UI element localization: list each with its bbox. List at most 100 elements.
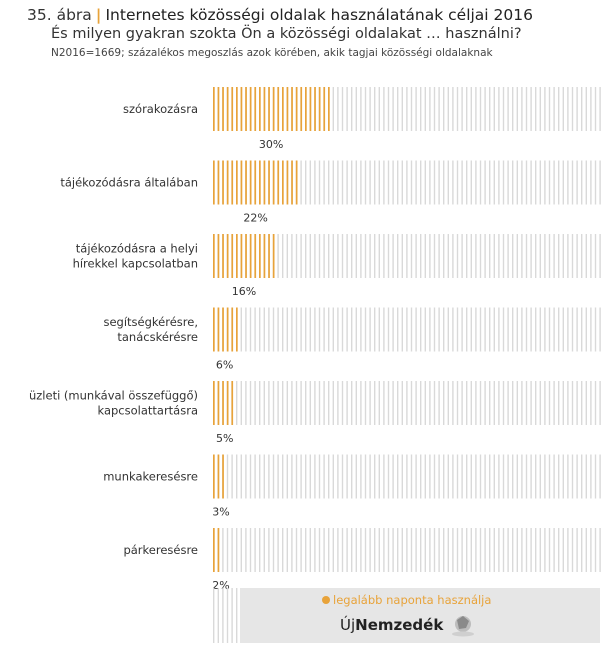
track-stripe [443, 160, 445, 205]
track-stripe [387, 160, 390, 205]
track-stripe [291, 381, 293, 425]
bar-stripe [226, 307, 229, 352]
track-stripe [222, 528, 224, 572]
bar-stripe [254, 87, 257, 131]
track-stripe [558, 528, 560, 572]
track-stripe [401, 234, 403, 278]
track-stripe [544, 307, 546, 352]
bar-stripe [236, 160, 238, 205]
track-stripe [599, 234, 601, 278]
track-stripe [507, 160, 509, 205]
track-stripe [392, 381, 394, 425]
track-stripe [286, 454, 288, 499]
track-stripe [415, 234, 417, 278]
track-stripe [502, 454, 505, 499]
track-stripe [479, 87, 482, 131]
track-stripe [406, 381, 408, 425]
bar-stripe [222, 87, 224, 131]
track-stripe [314, 160, 316, 205]
bar-stripe [277, 160, 280, 205]
track-stripe [383, 454, 385, 499]
bar-stripe [226, 381, 229, 425]
track-stripe [429, 454, 431, 499]
bar [213, 87, 330, 131]
track-stripe [447, 87, 449, 131]
track-stripe [392, 528, 394, 572]
bar-stripe [213, 87, 215, 131]
track-stripe [355, 381, 357, 425]
track-stripe [438, 381, 440, 425]
track-stripe [498, 234, 500, 278]
track-stripe [277, 381, 279, 425]
track-stripe [314, 234, 316, 278]
track-stripe [397, 528, 399, 572]
track-stripe [374, 307, 376, 352]
bar-stripe [217, 381, 220, 425]
track-stripe [594, 87, 597, 131]
track-stripe [447, 381, 449, 425]
track-stripe [433, 454, 436, 499]
track-stripe [475, 454, 477, 499]
track-stripe [594, 528, 597, 572]
bar-stripe [309, 87, 312, 131]
track-stripe [309, 381, 311, 425]
track-stripe [530, 381, 532, 425]
track-stripe [309, 454, 311, 499]
track-stripe [323, 381, 325, 425]
legend-stripe [213, 588, 215, 643]
track-stripe [351, 307, 353, 352]
track-stripe [369, 87, 371, 131]
track-stripe [360, 87, 362, 131]
bar-stripe [291, 87, 293, 131]
track-stripe [548, 234, 551, 278]
bar [213, 528, 220, 572]
track-stripe [470, 234, 472, 278]
track-stripe [516, 160, 518, 205]
track-stripe [309, 307, 311, 352]
track-stripe [226, 454, 229, 499]
track-stripe [438, 160, 440, 205]
track-stripe [581, 528, 583, 572]
track-stripe [328, 160, 330, 205]
track-stripe [355, 160, 357, 205]
track-stripe [498, 307, 500, 352]
track-stripe [282, 381, 284, 425]
bar-stripe [272, 160, 275, 205]
bar-stripe [282, 160, 284, 205]
track-stripe [567, 528, 569, 572]
logo: ÚjNemzedék [340, 615, 444, 634]
track-stripe [479, 454, 482, 499]
track-stripe [581, 160, 583, 205]
track-stripe [378, 160, 380, 205]
track-stripe [277, 528, 279, 572]
track-stripe [406, 160, 408, 205]
track-stripe [318, 528, 321, 572]
track-stripe [424, 528, 426, 572]
category-label: hírekkel kapcsolatban [73, 257, 198, 271]
track-stripe [401, 160, 403, 205]
track-stripe [562, 454, 564, 499]
track-stripe [571, 87, 574, 131]
bar-stripe [236, 87, 238, 131]
track-stripe [351, 87, 353, 131]
track-stripe [447, 454, 449, 499]
track-stripe [410, 160, 413, 205]
category-label: üzleti (munkával összefüggő) [29, 389, 198, 403]
bar-row: párkeresésre 2% [123, 528, 230, 592]
track-stripe [502, 307, 505, 352]
track-stripe [429, 87, 431, 131]
track-stripe [429, 381, 431, 425]
track-stripe [548, 528, 551, 572]
legend-stripe [236, 588, 238, 643]
track-stripe [567, 454, 569, 499]
value-label: 3% [212, 506, 229, 519]
track-stripe [530, 234, 532, 278]
legend-stripe [226, 588, 229, 643]
bar-stripe [263, 87, 266, 131]
track-stripe [328, 307, 330, 352]
track-stripe [438, 234, 440, 278]
track-stripe [539, 307, 541, 352]
track-stripe [410, 454, 413, 499]
track-stripe [295, 307, 298, 352]
track-stripe [548, 87, 551, 131]
